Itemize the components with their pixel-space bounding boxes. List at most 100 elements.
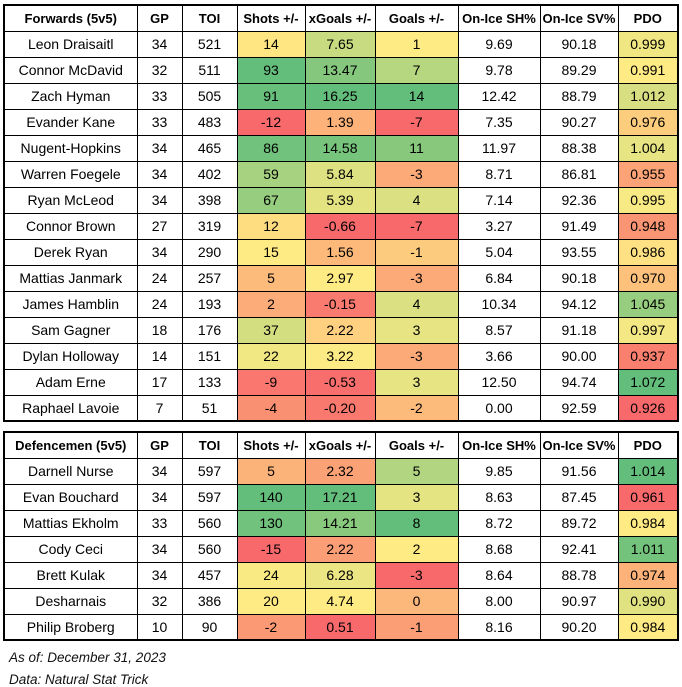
cell-pdo: 0.976 bbox=[617, 108, 679, 136]
cell-pdo: 1.014 bbox=[617, 457, 679, 485]
cell-on_ice_sh_pct: 11.97 bbox=[457, 134, 541, 162]
cell-on_ice_sv_pct: 90.00 bbox=[539, 342, 619, 370]
cell-toi: 319 bbox=[181, 212, 238, 240]
cell-shots: 37 bbox=[236, 316, 306, 344]
cell-toi: 257 bbox=[181, 264, 238, 292]
cell-toi: 483 bbox=[181, 108, 238, 136]
table-row: Connor Brown 27 319 12 -0.66 -7 3.27 91.49 0.948 bbox=[3, 212, 679, 240]
table-row: Evan Bouchard 34 597 140 17.21 3 8.63 87.45 0.96… bbox=[3, 483, 679, 511]
cell-goals: -7 bbox=[374, 212, 459, 240]
column-header: Shots +/- bbox=[236, 431, 306, 459]
cell-gp: 34 bbox=[136, 457, 183, 485]
cell-gp: 34 bbox=[136, 186, 183, 214]
cell-xgoals: 4.74 bbox=[304, 587, 376, 615]
cell-on_ice_sv_pct: 92.41 bbox=[539, 535, 619, 563]
column-header: xGoals +/- bbox=[304, 4, 376, 32]
cell-shots: -12 bbox=[236, 108, 306, 136]
cell-on_ice_sh_pct: 3.27 bbox=[457, 212, 541, 240]
column-header: On-Ice SH% bbox=[457, 4, 541, 32]
cell-xgoals: 16.25 bbox=[304, 82, 376, 110]
cell-goals: 7 bbox=[374, 56, 459, 84]
cell-on_ice_sv_pct: 91.49 bbox=[539, 212, 619, 240]
cell-shots: 5 bbox=[236, 457, 306, 485]
cell-gp: 10 bbox=[136, 613, 183, 641]
table-row: Nugent-Hopkins 34 465 86 14.58 11 11.97 88.38 1.… bbox=[3, 134, 679, 162]
column-header: On-Ice SV% bbox=[539, 431, 619, 459]
cell-pdo: 0.997 bbox=[617, 316, 679, 344]
cell-goals: 8 bbox=[374, 509, 459, 537]
cell-gp: 34 bbox=[136, 561, 183, 589]
column-header: On-Ice SH% bbox=[457, 431, 541, 459]
cell-shots: 20 bbox=[236, 587, 306, 615]
cell-on_ice_sh_pct: 7.14 bbox=[457, 186, 541, 214]
cell-on_ice_sh_pct: 8.00 bbox=[457, 587, 541, 615]
table-title: Defencemen (5v5) bbox=[3, 431, 138, 459]
cell-pdo: 1.045 bbox=[617, 290, 679, 318]
cell-on_ice_sv_pct: 90.18 bbox=[539, 30, 619, 58]
table-row: Mattias Ekholm 33 560 130 14.21 8 8.72 89.72 0.9… bbox=[3, 509, 679, 537]
cell-xgoals: 2.22 bbox=[304, 535, 376, 563]
cell-on_ice_sh_pct: 8.63 bbox=[457, 483, 541, 511]
cell-shots: 86 bbox=[236, 134, 306, 162]
table-row: Ryan McLeod 34 398 67 5.39 4 7.14 92.36 0.995 bbox=[3, 186, 679, 214]
table-title: Forwards (5v5) bbox=[3, 4, 138, 32]
cell-on_ice_sv_pct: 94.12 bbox=[539, 290, 619, 318]
cell-goals: -2 bbox=[374, 394, 459, 422]
cell-xgoals: 0.51 bbox=[304, 613, 376, 641]
cell-goals: -1 bbox=[374, 613, 459, 641]
cell-pdo: 0.984 bbox=[617, 509, 679, 537]
table-row: Zach Hyman 33 505 91 16.25 14 12.42 88.79 1.012 bbox=[3, 82, 679, 110]
table-row: Mattias Janmark 24 257 5 2.97 -3 6.84 90.18 0.97… bbox=[3, 264, 679, 292]
cell-on_ice_sv_pct: 86.81 bbox=[539, 160, 619, 188]
cell-shots: 22 bbox=[236, 342, 306, 370]
cell-xgoals: -0.66 bbox=[304, 212, 376, 240]
cell-on_ice_sh_pct: 8.57 bbox=[457, 316, 541, 344]
cell-xgoals: 1.39 bbox=[304, 108, 376, 136]
cell-pdo: 0.955 bbox=[617, 160, 679, 188]
cell-pdo: 0.986 bbox=[617, 238, 679, 266]
cell-goals: 1 bbox=[374, 30, 459, 58]
forwards-table: Forwards (5v5) GP TOI Shots +/- xGoals +/- Go… bbox=[3, 4, 679, 422]
cell-on_ice_sh_pct: 8.68 bbox=[457, 535, 541, 563]
cell-xgoals: 7.65 bbox=[304, 30, 376, 58]
cell-xgoals: 2.32 bbox=[304, 457, 376, 485]
cell-on_ice_sh_pct: 5.04 bbox=[457, 238, 541, 266]
cell-gp: 7 bbox=[136, 394, 183, 422]
cell-on_ice_sv_pct: 93.55 bbox=[539, 238, 619, 266]
cell-toi: 505 bbox=[181, 82, 238, 110]
cell-on_ice_sv_pct: 88.79 bbox=[539, 82, 619, 110]
cell-gp: 18 bbox=[136, 316, 183, 344]
cell-goals: 0 bbox=[374, 587, 459, 615]
cell-on_ice_sh_pct: 9.69 bbox=[457, 30, 541, 58]
cell-pdo: 0.961 bbox=[617, 483, 679, 511]
cell-shots: 130 bbox=[236, 509, 306, 537]
cell-xgoals: -0.15 bbox=[304, 290, 376, 318]
cell-goals: 3 bbox=[374, 483, 459, 511]
cell-pdo: 0.926 bbox=[617, 394, 679, 422]
column-header: TOI bbox=[181, 431, 238, 459]
cell-gp: 14 bbox=[136, 342, 183, 370]
cell-shots: 14 bbox=[236, 30, 306, 58]
cell-xgoals: 17.21 bbox=[304, 483, 376, 511]
cell-gp: 33 bbox=[136, 82, 183, 110]
column-header: Goals +/- bbox=[374, 4, 459, 32]
player-name: Philip Broberg bbox=[3, 613, 138, 641]
cell-shots: 5 bbox=[236, 264, 306, 292]
table-row: Connor McDavid 32 511 93 13.47 7 9.78 89.29 0.99… bbox=[3, 56, 679, 84]
cell-goals: 3 bbox=[374, 368, 459, 396]
player-name: Dylan Holloway bbox=[3, 342, 138, 370]
cell-shots: 93 bbox=[236, 56, 306, 84]
cell-gp: 33 bbox=[136, 108, 183, 136]
cell-on_ice_sh_pct: 9.85 bbox=[457, 457, 541, 485]
cell-gp: 34 bbox=[136, 134, 183, 162]
player-name: Raphael Lavoie bbox=[3, 394, 138, 422]
cell-goals: -3 bbox=[374, 561, 459, 589]
cell-shots: -4 bbox=[236, 394, 306, 422]
cell-xgoals: -0.20 bbox=[304, 394, 376, 422]
column-header: xGoals +/- bbox=[304, 431, 376, 459]
cell-toi: 511 bbox=[181, 56, 238, 84]
player-name: Darnell Nurse bbox=[3, 457, 138, 485]
player-name: Zach Hyman bbox=[3, 82, 138, 110]
cell-on_ice_sv_pct: 92.36 bbox=[539, 186, 619, 214]
cell-shots: -9 bbox=[236, 368, 306, 396]
